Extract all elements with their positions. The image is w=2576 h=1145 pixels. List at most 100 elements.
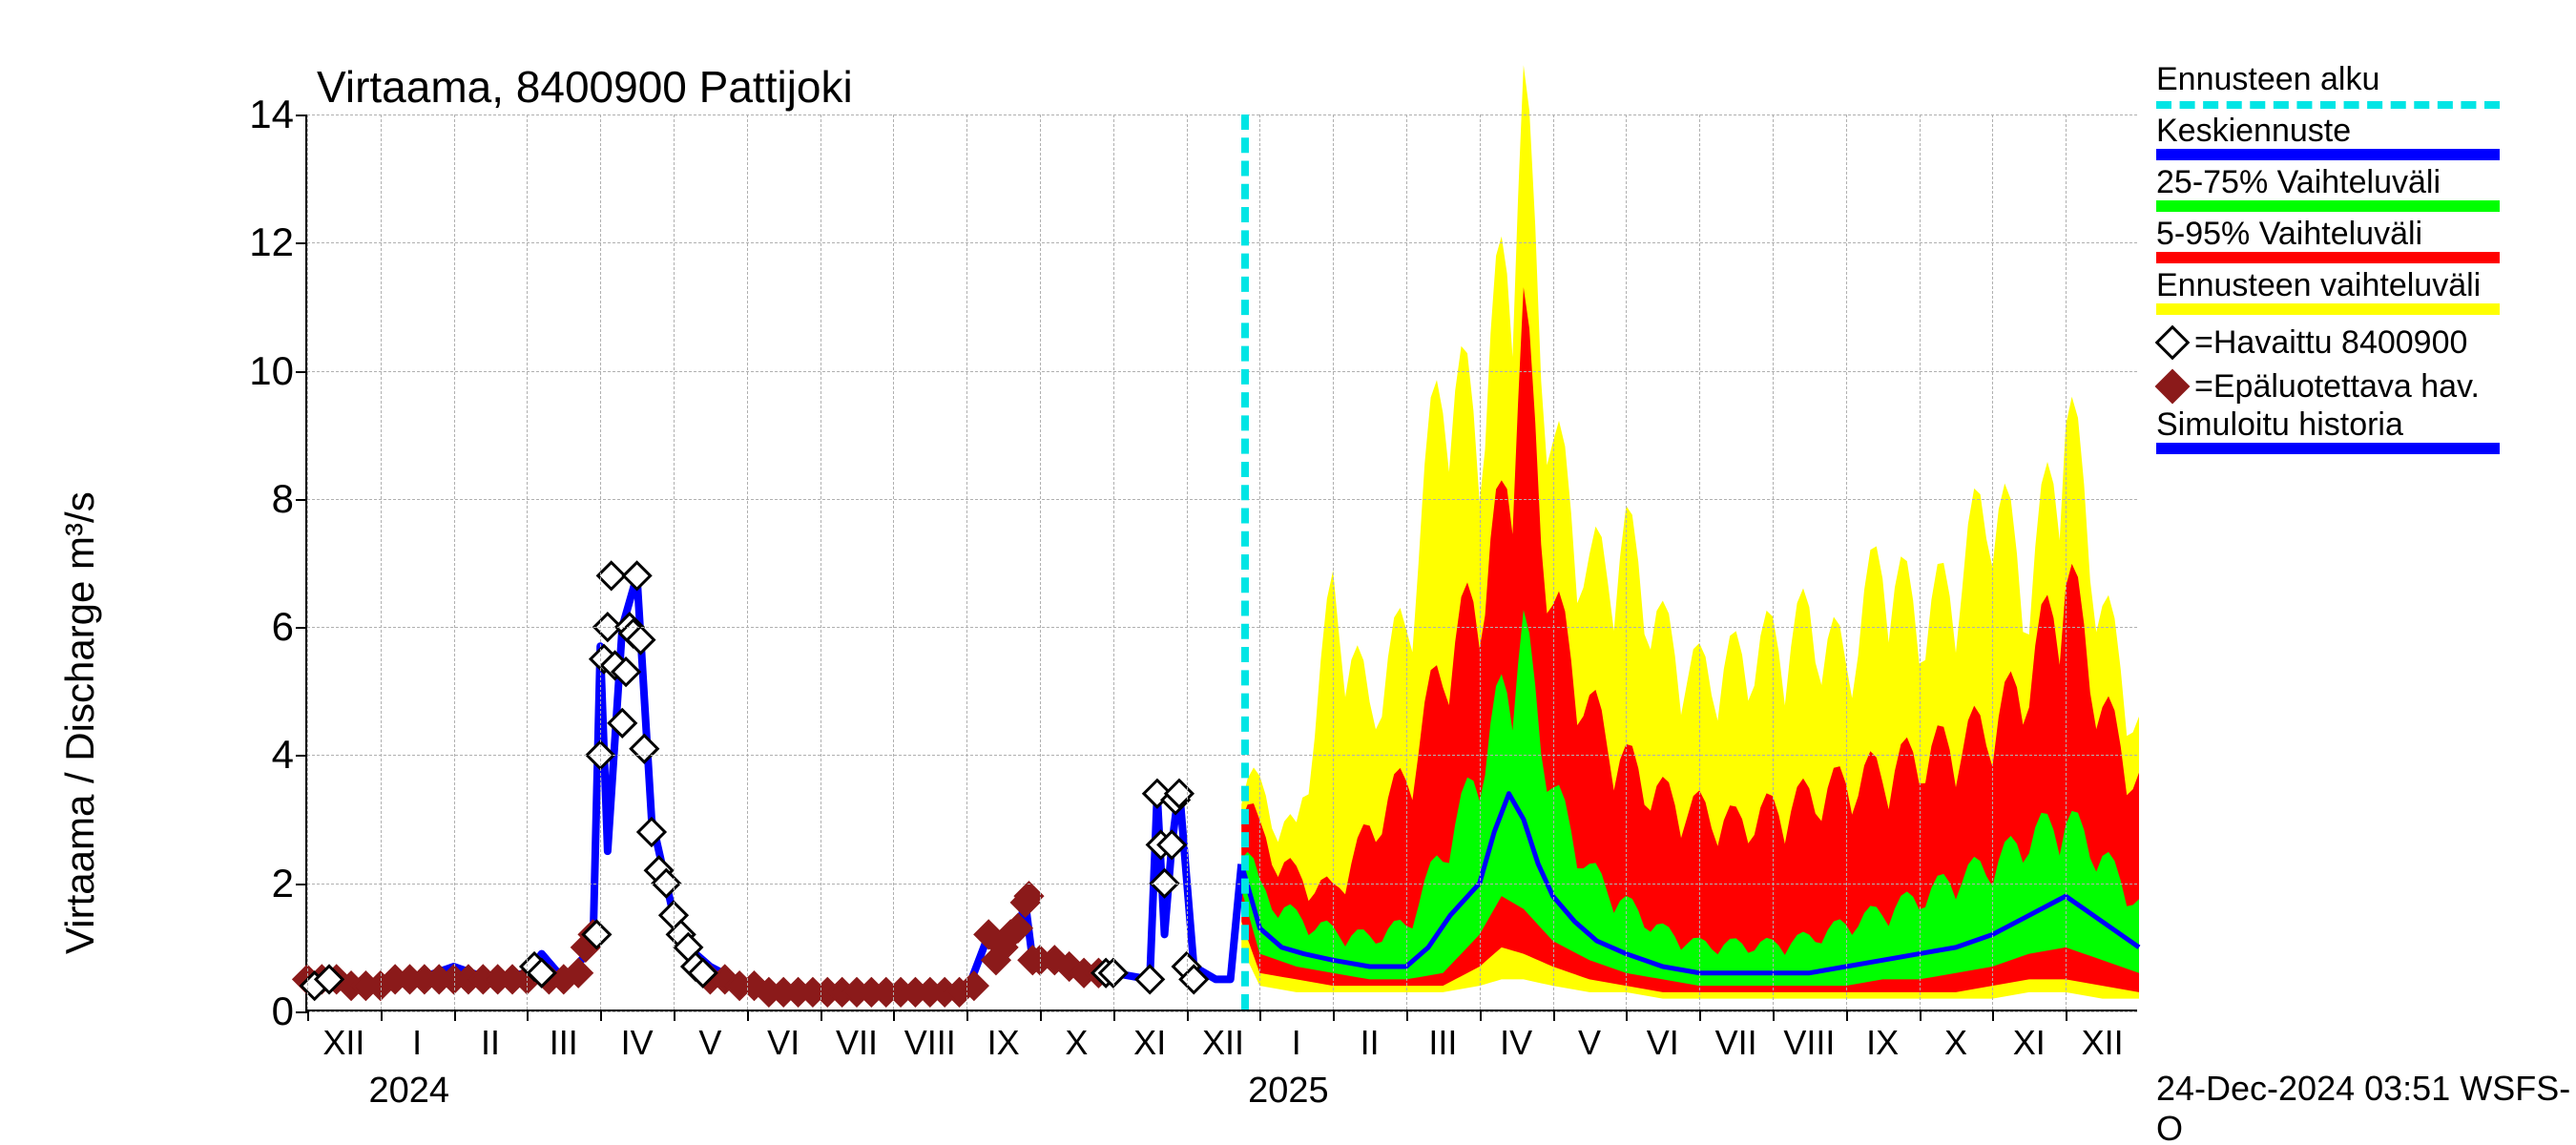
- legend-marker-icon: [2155, 369, 2191, 405]
- footer-timestamp: 24-Dec-2024 03:51 WSFS-O: [2156, 1069, 2576, 1145]
- forecast-start-line: [1241, 114, 1249, 1010]
- y-tick-mark: [296, 371, 307, 373]
- gridline-v: [1553, 114, 1554, 1010]
- x-tick-mark: [1113, 1010, 1115, 1021]
- x-tick-label: V: [1578, 1023, 1601, 1063]
- gridline-v: [454, 114, 455, 1010]
- x-tick-label: VI: [1647, 1023, 1679, 1063]
- y-tick-label: 6: [272, 604, 294, 650]
- y-tick-label: 4: [272, 732, 294, 778]
- x-tick-mark: [821, 1010, 822, 1021]
- gridline-v: [1406, 114, 1407, 1010]
- x-tick-label: X: [1065, 1023, 1088, 1063]
- x-tick-mark: [1920, 1010, 1922, 1021]
- gridline-h: [307, 499, 2137, 500]
- x-tick-mark: [1699, 1010, 1701, 1021]
- y-tick-mark: [296, 242, 307, 244]
- legend-item: Ennusteen vaihteluväli: [2156, 273, 2509, 321]
- x-tick-label: VIII: [1783, 1023, 1835, 1063]
- y-tick-mark: [296, 114, 307, 116]
- legend-label: Keskiennuste: [2156, 113, 2351, 150]
- y-tick-label: 10: [249, 348, 294, 394]
- gridline-v: [747, 114, 748, 1010]
- legend-item: Ennusteen alku: [2156, 67, 2509, 114]
- x-tick-mark: [1773, 1010, 1775, 1021]
- legend-label: =Havaittu 8400900: [2194, 324, 2467, 362]
- legend-swatch: [2156, 101, 2500, 109]
- gridline-h: [307, 755, 2137, 756]
- legend-swatch: [2156, 303, 2500, 315]
- legend-label: Simuloitu historia: [2156, 406, 2403, 444]
- x-tick-label: III: [550, 1023, 578, 1063]
- x-tick-mark: [1626, 1010, 1628, 1021]
- x-tick-label: VIII: [904, 1023, 956, 1063]
- x-tick-mark: [893, 1010, 895, 1021]
- x-year-label: 2025: [1248, 1071, 1329, 1112]
- x-tick-label: V: [698, 1023, 721, 1063]
- x-tick-mark: [381, 1010, 383, 1021]
- plot-area: Virtaama, 8400900 Pattijoki Ennusteen al…: [305, 114, 2137, 1011]
- x-tick-mark: [527, 1010, 529, 1021]
- legend-label: =Epäluotettava hav.: [2194, 368, 2480, 406]
- legend-label: 5-95% Vaihteluväli: [2156, 216, 2422, 253]
- x-year-label: 2024: [369, 1071, 450, 1112]
- x-tick-mark: [1187, 1010, 1189, 1021]
- gridline-v: [1187, 114, 1188, 1010]
- legend-marker-icon: [2155, 325, 2191, 361]
- gridline-v: [527, 114, 528, 1010]
- legend-item: 5-95% Vaihteluväli: [2156, 221, 2509, 269]
- x-tick-mark: [674, 1010, 675, 1021]
- gridline-v: [1040, 114, 1041, 1010]
- legend-item: =Havaittu 8400900: [2156, 324, 2509, 363]
- gridline-v: [1773, 114, 1774, 1010]
- x-tick-label: VII: [1715, 1023, 1757, 1063]
- legend-item: Keskiennuste: [2156, 118, 2509, 166]
- gridline-h: [307, 371, 2137, 372]
- x-tick-label: IX: [987, 1023, 1020, 1063]
- x-tick-label: IV: [621, 1023, 654, 1063]
- x-tick-mark: [1480, 1010, 1482, 1021]
- x-tick-label: VII: [836, 1023, 878, 1063]
- x-tick-label: II: [481, 1023, 500, 1063]
- x-tick-label: IV: [1500, 1023, 1532, 1063]
- gridline-v: [674, 114, 675, 1010]
- x-tick-mark: [1406, 1010, 1408, 1021]
- gridline-v: [1846, 114, 1847, 1010]
- legend-item: =Epäluotettava hav.: [2156, 368, 2509, 406]
- x-tick-label: II: [1361, 1023, 1380, 1063]
- gridline-v: [1699, 114, 1700, 1010]
- x-tick-mark: [966, 1010, 968, 1021]
- gridline-h: [307, 1011, 2137, 1012]
- y-tick-mark: [296, 499, 307, 501]
- legend-item: Simuloitu historia: [2156, 412, 2509, 460]
- x-tick-mark: [747, 1010, 749, 1021]
- x-tick-mark: [1553, 1010, 1555, 1021]
- y-tick-label: 12: [249, 219, 294, 265]
- gridline-v: [966, 114, 967, 1010]
- gridline-v: [1920, 114, 1921, 1010]
- legend-item: 25-75% Vaihteluväli: [2156, 170, 2509, 218]
- x-tick-label: IX: [1866, 1023, 1899, 1063]
- y-tick-label: 2: [272, 861, 294, 906]
- x-tick-mark: [1040, 1010, 1042, 1021]
- x-tick-mark: [2066, 1010, 2067, 1021]
- x-tick-mark: [600, 1010, 602, 1021]
- gridline-v: [2066, 114, 2067, 1010]
- x-tick-label: VI: [767, 1023, 800, 1063]
- legend-swatch: [2156, 200, 2500, 212]
- x-tick-mark: [454, 1010, 456, 1021]
- x-tick-label: XII: [1202, 1023, 1244, 1063]
- chart-title: Virtaama, 8400900 Pattijoki: [317, 61, 853, 113]
- legend-swatch: [2156, 149, 2500, 160]
- gridline-v: [1259, 114, 1260, 1010]
- y-tick-label: 14: [249, 92, 294, 137]
- legend-label: Ennusteen alku: [2156, 61, 2379, 98]
- x-tick-label: I: [412, 1023, 422, 1063]
- x-tick-mark: [1333, 1010, 1335, 1021]
- gridline-v: [1626, 114, 1627, 1010]
- gridline-v: [1113, 114, 1114, 1010]
- legend-swatch: [2156, 252, 2500, 263]
- gridline-h: [307, 242, 2137, 243]
- x-tick-label: I: [1292, 1023, 1301, 1063]
- chart-root: Virtaama, 8400900 Pattijoki Ennusteen al…: [0, 0, 2576, 1145]
